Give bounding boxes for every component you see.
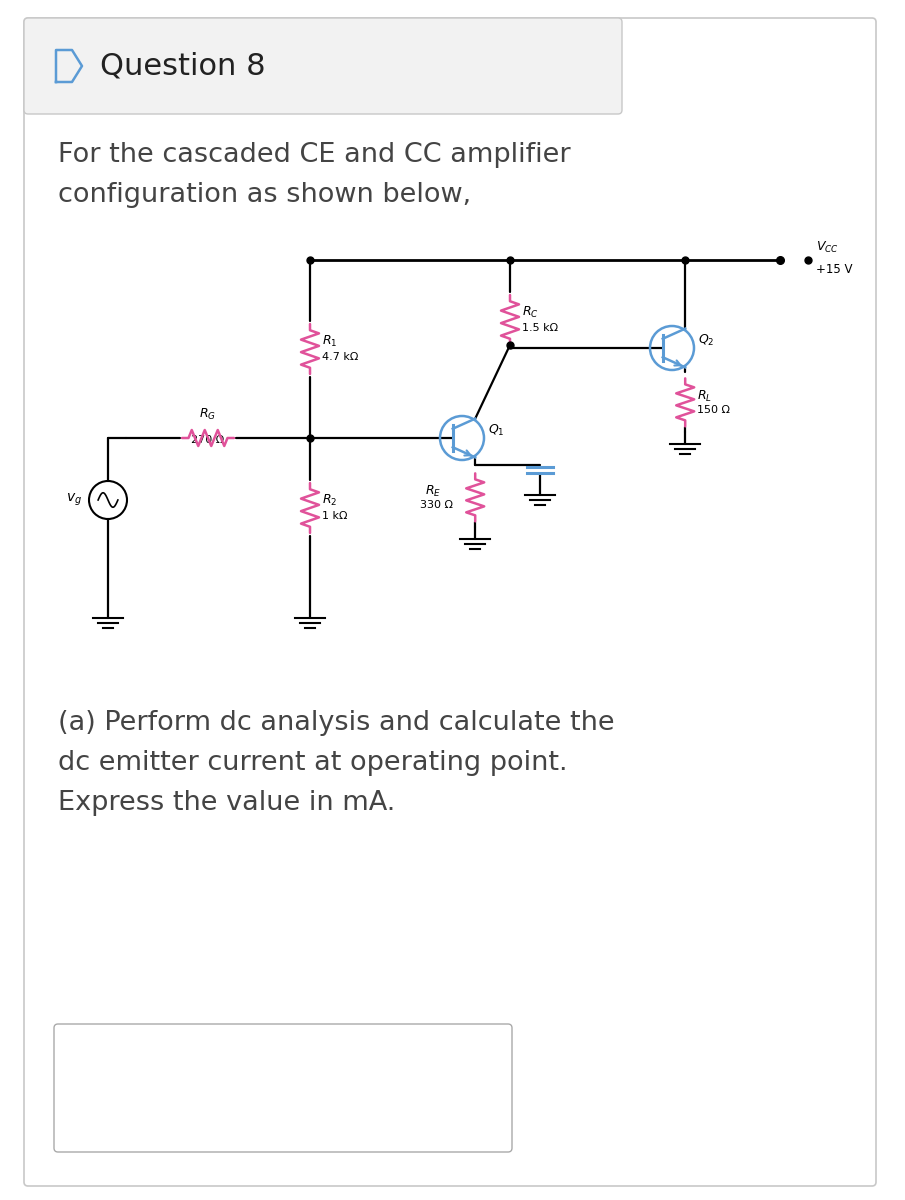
FancyBboxPatch shape <box>54 1024 512 1152</box>
Text: $R_L$: $R_L$ <box>697 389 712 404</box>
Text: $R_2$: $R_2$ <box>322 492 338 508</box>
Text: (a) Perform dc analysis and calculate the
dc emitter current at operating point.: (a) Perform dc analysis and calculate th… <box>58 710 614 816</box>
Text: 270 Ω: 270 Ω <box>191 434 224 445</box>
Text: $R_E$: $R_E$ <box>425 484 442 499</box>
Text: +15 V: +15 V <box>816 263 853 276</box>
Text: $Q_1$: $Q_1$ <box>488 422 505 438</box>
Text: $Q_2$: $Q_2$ <box>698 332 714 348</box>
FancyBboxPatch shape <box>24 18 876 1186</box>
Text: 1.5 kΩ: 1.5 kΩ <box>522 323 558 332</box>
Text: $V_{CC}$: $V_{CC}$ <box>816 240 839 254</box>
Text: For the cascaded CE and CC amplifier: For the cascaded CE and CC amplifier <box>58 142 571 168</box>
Text: 1 kΩ: 1 kΩ <box>322 511 348 521</box>
Text: 4.7 kΩ: 4.7 kΩ <box>322 352 358 362</box>
Text: $R_G$: $R_G$ <box>199 407 216 422</box>
Text: 150 Ω: 150 Ω <box>697 406 730 415</box>
Text: $R_C$: $R_C$ <box>522 305 538 319</box>
Text: configuration as shown below,: configuration as shown below, <box>58 182 472 208</box>
FancyBboxPatch shape <box>24 18 622 114</box>
Text: $v_g$: $v_g$ <box>66 492 82 508</box>
Text: 330 Ω: 330 Ω <box>420 500 453 510</box>
Text: Question 8: Question 8 <box>100 52 266 80</box>
Text: $R_1$: $R_1$ <box>322 334 338 348</box>
